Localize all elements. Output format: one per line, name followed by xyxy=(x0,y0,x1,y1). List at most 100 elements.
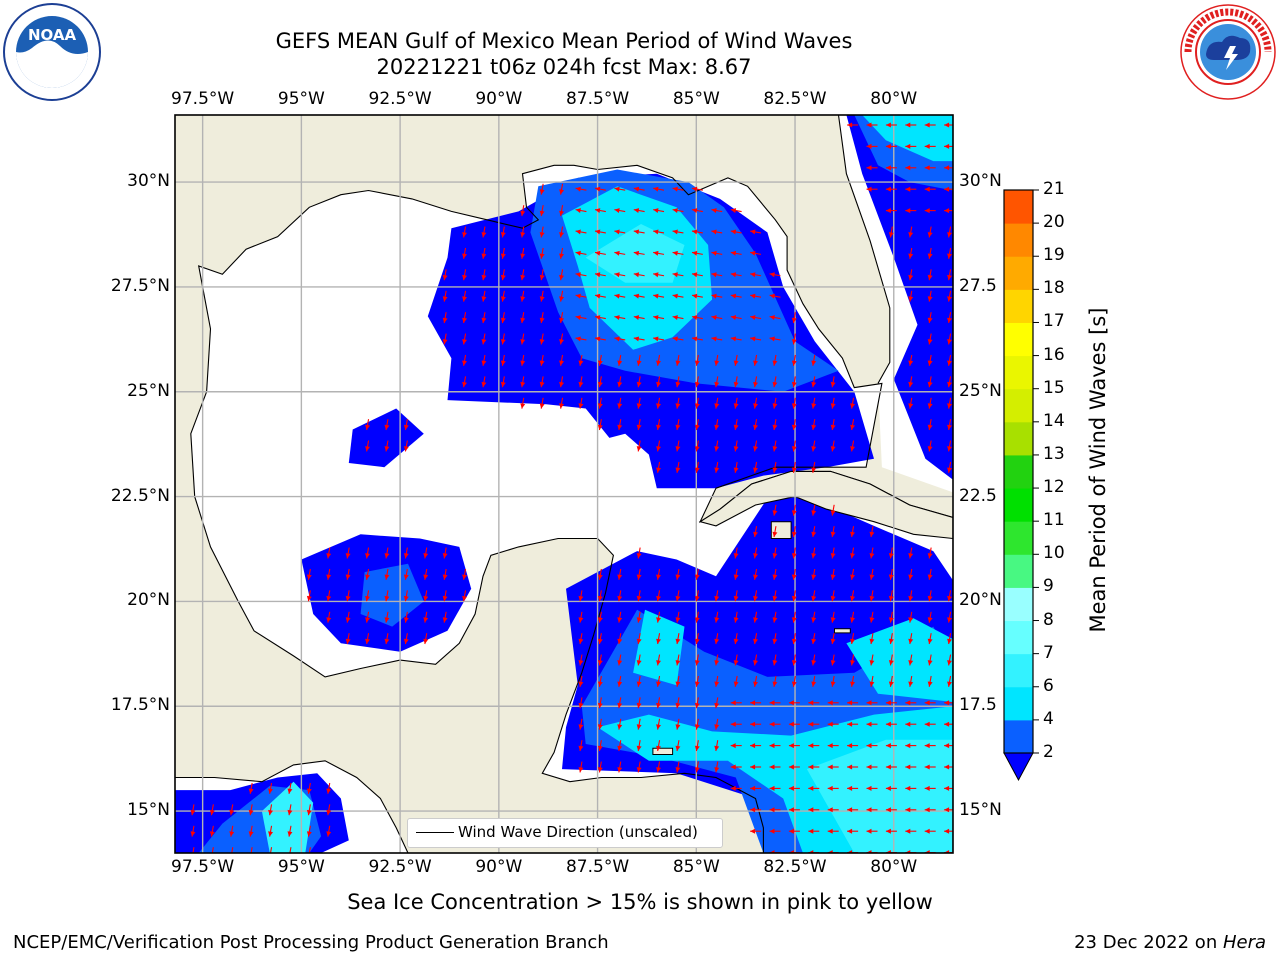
wave-arrow-head xyxy=(827,743,833,749)
colorbar-tick-label: 12 xyxy=(1043,477,1065,498)
wave-arrow-head xyxy=(830,510,836,516)
wave-arrow-head xyxy=(947,467,952,473)
wave-arrow-head xyxy=(811,360,817,366)
wave-arrow-head xyxy=(248,831,254,837)
wave-arrow-head xyxy=(947,638,952,644)
wind-wave-direction-arrows xyxy=(190,122,953,853)
wave-arrow-head xyxy=(866,743,872,749)
wave-arrow-head xyxy=(753,681,758,687)
nws-logo xyxy=(1178,2,1278,102)
wave-arrow-head xyxy=(753,467,758,473)
wave-arrow-head xyxy=(811,595,817,602)
lon-tick-label-bottom: 90°W xyxy=(475,857,523,877)
wave-arrow-head xyxy=(905,122,911,128)
wave-arrow-head xyxy=(827,785,833,791)
wave-arrow-head xyxy=(850,531,855,537)
shade-carib-6 xyxy=(806,739,953,853)
wave-arrow-head xyxy=(481,296,487,302)
colorbar-tick-label: 17 xyxy=(1043,311,1065,332)
wave-arrow-head xyxy=(924,122,930,128)
wave-arrow-head xyxy=(578,767,584,773)
wave-arrow-head xyxy=(753,617,758,623)
wave-arrow-head xyxy=(944,122,950,128)
wave-arrow-head xyxy=(597,702,603,709)
wave-arrow-head xyxy=(462,317,467,323)
wave-arrow-head xyxy=(830,617,836,623)
wave-arrow-head xyxy=(788,828,794,834)
wave-arrow-head xyxy=(730,721,736,727)
wave-arrow-head xyxy=(905,700,911,706)
wave-arrow-head xyxy=(614,272,620,278)
wave-arrow-head xyxy=(520,210,526,216)
lat-tick-label-left: 25°N xyxy=(127,380,170,401)
wave-arrow-head xyxy=(481,360,487,366)
wave-arrow-head xyxy=(462,339,467,345)
wave-arrow-head xyxy=(750,336,756,342)
wave-arrow-head xyxy=(617,724,623,730)
wave-arrow-head xyxy=(617,574,623,580)
wave-arrow-head xyxy=(772,531,778,537)
wave-arrow-head xyxy=(830,660,836,666)
wave-arrow-head xyxy=(656,446,661,452)
colorbar-segment xyxy=(1004,620,1033,655)
wave-arrow-head xyxy=(788,764,794,770)
wave-arrow-head xyxy=(442,296,448,302)
colorbar-tick-label: 11 xyxy=(1043,510,1065,531)
wave-arrow-head xyxy=(791,424,797,430)
wave-arrow-head xyxy=(481,317,487,323)
wave-arrow-head xyxy=(944,143,950,149)
wave-arrow-head xyxy=(636,574,642,580)
wave-arrow-head xyxy=(927,660,933,666)
wave-arrow-head xyxy=(753,360,758,366)
wave-arrow-head xyxy=(636,660,642,666)
wave-arrow-head xyxy=(653,186,659,192)
wave-arrow-head xyxy=(830,446,836,452)
wave-arrow-head xyxy=(617,660,623,666)
wave-arrow-head xyxy=(500,274,506,281)
wave-arrow-head xyxy=(636,745,642,751)
wave-arrow-head xyxy=(927,232,933,238)
wave-arrow-head xyxy=(714,681,720,687)
wave-arrow-head xyxy=(905,785,911,791)
wave-arrow-head xyxy=(500,360,506,366)
wave-arrow-head xyxy=(885,165,891,171)
colorbar-segment xyxy=(1004,554,1033,588)
wave-arrow-head xyxy=(769,721,775,727)
wave-arrow-head xyxy=(559,189,564,195)
wave-arrow-head xyxy=(847,785,853,791)
wave-arrow-head xyxy=(617,638,623,644)
lat-tick-label-left: 20°N xyxy=(127,590,170,611)
wave-arrow-head xyxy=(791,403,797,409)
wave-arrow-head xyxy=(633,208,640,213)
wave-arrow-head xyxy=(714,403,720,409)
wave-arrow-head xyxy=(614,186,620,192)
wave-arrow-head xyxy=(675,446,681,452)
wave-arrow-head xyxy=(772,424,778,430)
wave-arrow-head xyxy=(559,210,564,216)
wave-arrow-head xyxy=(326,788,332,794)
wave-arrow-head xyxy=(442,574,448,580)
wave-arrow-head xyxy=(772,360,778,366)
wave-arrow-head xyxy=(306,788,312,794)
colorbar-segment xyxy=(1004,686,1033,721)
wave-arrow-head xyxy=(944,785,950,791)
wave-arrow-head xyxy=(827,828,833,834)
wave-arrow-head xyxy=(345,595,351,602)
legend-line xyxy=(416,832,454,833)
wave-arrow-head xyxy=(575,315,581,320)
wave-arrow-head xyxy=(597,617,603,623)
wave-arrow-head xyxy=(365,638,370,644)
wave-arrow-head xyxy=(229,831,235,837)
wave-arrow-head xyxy=(442,274,448,281)
lon-tick-label-top: 95°W xyxy=(277,89,325,109)
wave-arrow-head xyxy=(908,403,914,409)
wave-arrow-head xyxy=(847,807,853,813)
wave-arrow-head xyxy=(539,317,545,323)
wave-arrow-head xyxy=(791,638,797,644)
wave-arrow-head xyxy=(229,809,235,816)
wave-arrow-head xyxy=(656,574,661,580)
wave-arrow-head xyxy=(578,745,584,751)
colorbar-tick-label: 21 xyxy=(1043,179,1065,199)
wave-arrow-head xyxy=(811,617,817,623)
wave-arrow-head xyxy=(694,617,700,623)
